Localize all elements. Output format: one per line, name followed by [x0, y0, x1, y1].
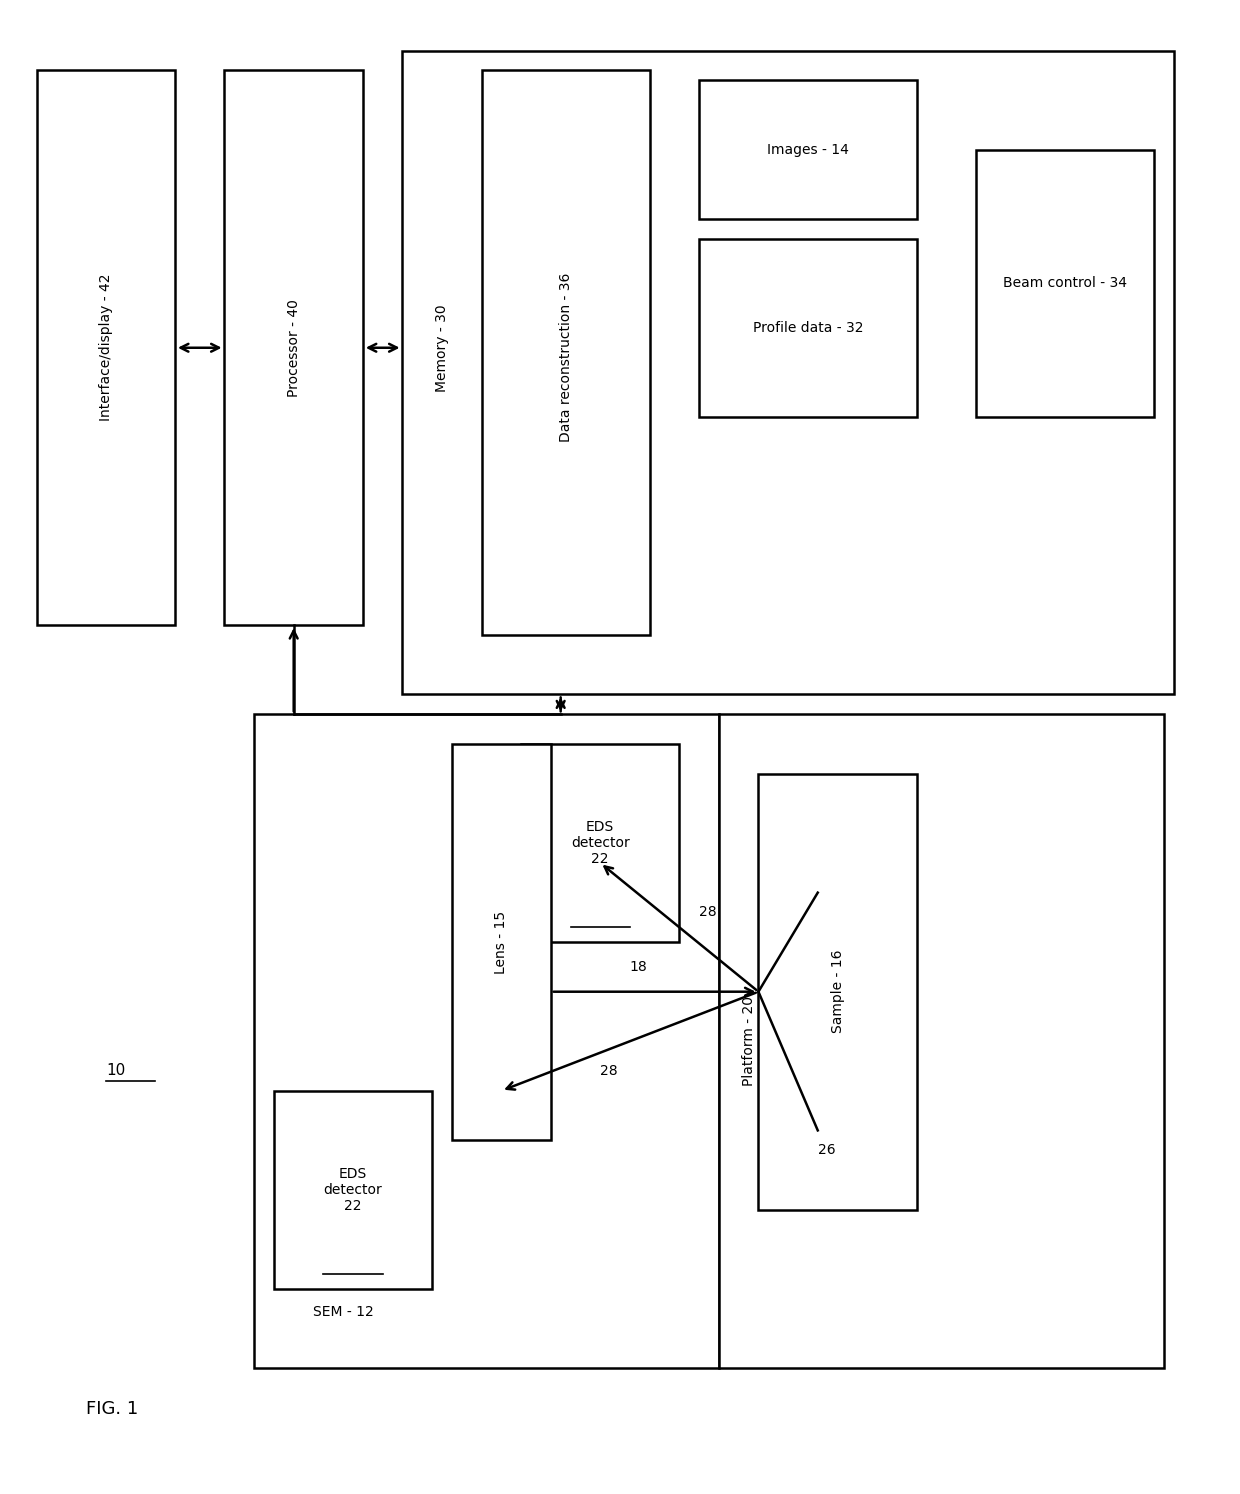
Text: Interface/display - 42: Interface/display - 42 — [99, 273, 113, 421]
Bar — [224, 70, 363, 624]
Text: FIG. 1: FIG. 1 — [86, 1400, 139, 1418]
Text: Images - 14: Images - 14 — [766, 142, 849, 157]
Bar — [759, 774, 916, 1210]
Text: 10: 10 — [105, 1064, 125, 1079]
Text: Lens - 15: Lens - 15 — [495, 911, 508, 974]
Bar — [521, 744, 680, 943]
Text: 28: 28 — [699, 905, 717, 919]
Text: Data reconstruction - 36: Data reconstruction - 36 — [558, 273, 573, 442]
Bar — [451, 744, 551, 1140]
Text: 26: 26 — [817, 1143, 836, 1158]
Text: Sample - 16: Sample - 16 — [831, 950, 844, 1034]
Text: SEM - 12: SEM - 12 — [314, 1304, 374, 1319]
Text: 18: 18 — [630, 961, 647, 974]
Text: Memory - 30: Memory - 30 — [435, 303, 449, 391]
Bar — [719, 714, 1164, 1369]
Bar — [37, 70, 175, 624]
Bar — [699, 81, 916, 220]
Bar — [403, 51, 1174, 695]
Text: EDS
detector
22: EDS detector 22 — [570, 820, 630, 867]
Bar — [699, 239, 916, 417]
Text: Beam control - 34: Beam control - 34 — [1003, 276, 1127, 290]
Text: Profile data - 32: Profile data - 32 — [753, 321, 863, 335]
Text: 28: 28 — [600, 1064, 618, 1079]
Bar — [481, 70, 650, 635]
Bar — [254, 714, 719, 1369]
Text: Processor - 40: Processor - 40 — [286, 299, 300, 397]
Bar — [274, 1091, 432, 1289]
Text: EDS
detector
22: EDS detector 22 — [324, 1167, 382, 1213]
Bar — [976, 149, 1154, 417]
Text: Platform - 20: Platform - 20 — [742, 996, 755, 1086]
